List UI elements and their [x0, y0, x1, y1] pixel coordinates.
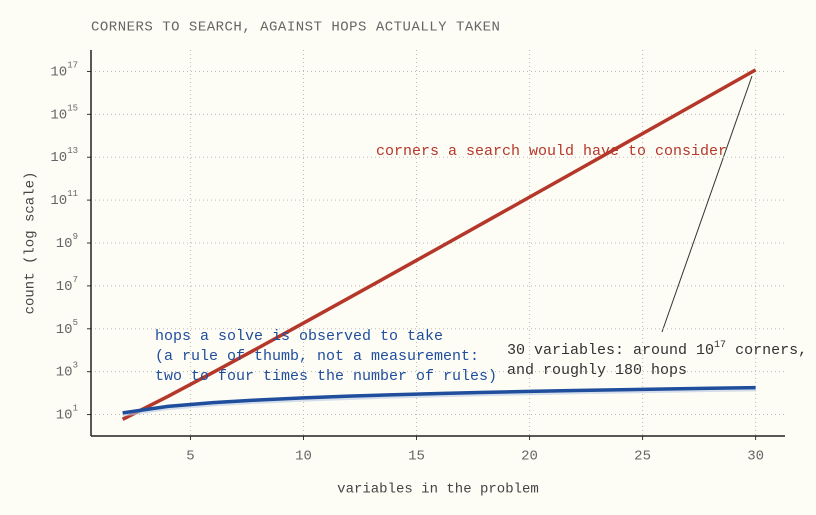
series-label: hops a solve is observed to take [155, 328, 443, 345]
y-tick-label: 1015 [50, 104, 78, 123]
line [122, 385, 756, 415]
x-axis-label: variables in the problem [337, 482, 539, 498]
series-label: corners a search would have to consider [376, 143, 727, 160]
y-tick-exponent: 5 [73, 318, 78, 328]
y-tick-base: 10 [56, 407, 73, 423]
y-tick-exponent: 13 [67, 147, 78, 157]
y-tick-exponent: 3 [73, 361, 78, 371]
x-tick-label: 30 [747, 449, 764, 465]
y-tick-exponent: 9 [73, 232, 78, 242]
x-tick-label: 25 [634, 449, 651, 465]
y-tick-base: 10 [50, 150, 67, 166]
y-tick-base: 10 [56, 279, 73, 295]
y-tick-exponent: 11 [67, 189, 78, 199]
y-tick-exponent: 7 [73, 275, 78, 285]
x-tick-label: 15 [408, 449, 425, 465]
series-note: (a rule of thumb, not a measurement: [155, 348, 479, 365]
y-tick-label: 1017 [50, 61, 78, 80]
line [121, 68, 757, 421]
annotation: 30 variables: around 1017 corners, [507, 340, 807, 359]
annotation-sup: 17 [714, 340, 726, 351]
y-tick-base: 10 [50, 64, 67, 80]
y-tick-base: 10 [50, 107, 67, 123]
y-tick-label: 1013 [50, 147, 78, 166]
annotation: and roughly 180 hops [507, 362, 687, 379]
x-tick-label: 20 [521, 449, 538, 465]
y-tick-label: 109 [56, 232, 78, 251]
y-tick-label: 101 [56, 404, 78, 423]
y-tick-base: 10 [56, 236, 73, 252]
y-tick-exponent: 15 [67, 104, 78, 114]
series-note: two to four times the number of rules) [155, 368, 497, 385]
y-tick-label: 103 [56, 361, 78, 380]
x-tick-label: 5 [186, 449, 194, 465]
y-tick-base: 10 [50, 193, 67, 209]
annotation-pointer [661, 75, 753, 333]
annotation-text: 30 variables: around 10 [507, 342, 714, 359]
y-tick-exponent: 1 [73, 404, 78, 414]
chart-title: CORNERS TO SEARCH, AGAINST HOPS ACTUALLY… [91, 20, 500, 36]
y-axis-label: count (log scale) [23, 172, 39, 315]
annotation-text: corners, [726, 342, 807, 359]
y-tick-label: 1011 [50, 189, 78, 208]
y-tick-base: 10 [56, 364, 73, 380]
y-tick-label: 105 [56, 318, 78, 337]
y-tick-label: 107 [56, 275, 78, 294]
y-tick-exponent: 17 [67, 61, 78, 71]
x-tick-label: 10 [295, 449, 312, 465]
y-tick-base: 10 [56, 321, 73, 337]
